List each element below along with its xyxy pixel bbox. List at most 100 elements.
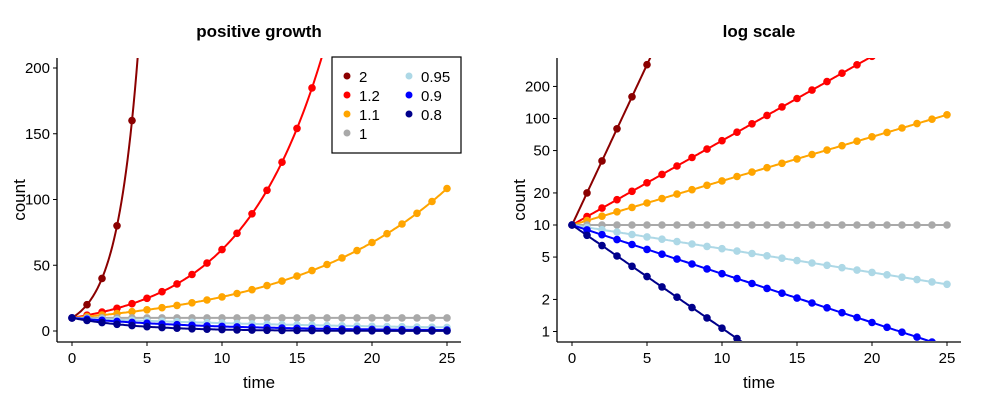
data-point	[853, 137, 861, 145]
data-point	[628, 230, 636, 239]
data-point	[673, 162, 681, 170]
data-point	[703, 265, 711, 273]
y-tick-label: 20	[533, 185, 550, 202]
series-line-1.2	[571, 58, 872, 226]
y-tick-label: 200	[525, 78, 550, 95]
data-point	[443, 184, 451, 193]
data-point	[688, 260, 696, 268]
series-1	[568, 221, 951, 229]
data-point	[868, 58, 876, 61]
data-point	[733, 172, 741, 181]
y-tick-label: 1	[542, 324, 550, 341]
data-point	[143, 306, 151, 314]
data-point	[583, 226, 591, 234]
data-point	[823, 77, 831, 86]
data-point	[673, 190, 681, 198]
data-point	[158, 287, 166, 296]
data-point	[83, 316, 91, 325]
data-point	[128, 116, 136, 125]
data-point	[278, 314, 286, 322]
data-point	[628, 262, 636, 271]
data-point	[173, 301, 181, 310]
data-point	[218, 293, 226, 301]
legend-box	[331, 56, 462, 154]
data-point	[808, 86, 816, 94]
plot-area	[68, 58, 451, 335]
data-point	[293, 272, 301, 280]
data-point	[613, 125, 621, 133]
data-point	[913, 333, 921, 341]
data-point	[443, 327, 451, 335]
data-point	[868, 221, 876, 229]
data-point	[748, 249, 756, 258]
data-point	[643, 60, 651, 69]
data-point	[913, 119, 921, 128]
y-tick-label: 150	[25, 126, 50, 143]
legend-label: 0.8	[421, 107, 442, 124]
data-point	[778, 221, 786, 229]
data-point	[823, 146, 831, 154]
data-point	[703, 314, 711, 322]
data-point	[898, 124, 906, 132]
series-0.8	[568, 221, 786, 374]
data-point	[778, 366, 786, 374]
data-point	[853, 61, 861, 69]
data-point	[293, 326, 301, 335]
data-point	[733, 128, 741, 136]
data-point	[158, 303, 166, 312]
data-point	[673, 221, 681, 229]
data-point	[778, 254, 786, 262]
data-point	[763, 252, 771, 260]
chart-panel-1: positive growth 0 5 10 15 20 25 0 50 100 150 200 tim…	[10, 22, 462, 392]
data-point	[643, 245, 651, 254]
data-point	[793, 294, 801, 302]
data-point	[688, 221, 696, 229]
data-point	[188, 325, 196, 333]
y-tick-label: 50	[33, 257, 50, 274]
data-point	[778, 103, 786, 111]
legend-marker-1.1	[343, 110, 351, 118]
data-point	[308, 326, 316, 335]
data-point	[368, 238, 376, 247]
data-point	[913, 275, 921, 284]
data-point	[928, 115, 936, 123]
data-point	[98, 274, 106, 283]
y-tick-label: 0	[42, 323, 50, 340]
series-0.9	[568, 221, 936, 341]
series-line-2	[571, 58, 652, 226]
data-point	[263, 281, 271, 290]
data-point	[188, 270, 196, 279]
data-point	[278, 277, 286, 285]
data-point	[128, 321, 136, 330]
data-point	[308, 314, 316, 322]
data-point	[793, 256, 801, 265]
data-point	[718, 244, 726, 253]
data-point	[658, 194, 666, 203]
data-point	[733, 247, 741, 255]
data-point	[748, 120, 756, 128]
legend-marker-1	[343, 129, 351, 137]
y-axis-label: count	[510, 179, 529, 221]
legend-marker-0.8	[405, 110, 413, 118]
legend-label: 0.95	[421, 69, 450, 86]
y-tick-label: 200	[25, 60, 50, 77]
data-point	[598, 212, 606, 220]
data-point	[673, 237, 681, 246]
data-point	[248, 314, 256, 322]
data-point	[598, 241, 606, 250]
data-point	[658, 283, 666, 291]
data-point	[173, 280, 181, 288]
y-tick-label: 5	[542, 249, 550, 266]
series-1.1	[568, 111, 951, 229]
data-point	[733, 221, 741, 229]
legend: 2 1.2 1.1 1 0.95 0.9 0.8	[331, 56, 462, 154]
data-point	[413, 327, 421, 335]
data-point	[898, 221, 906, 229]
x-tick-label: 0	[68, 350, 76, 367]
data-point	[688, 153, 696, 162]
data-point	[823, 221, 831, 229]
data-point	[838, 69, 846, 77]
data-point	[248, 210, 256, 218]
